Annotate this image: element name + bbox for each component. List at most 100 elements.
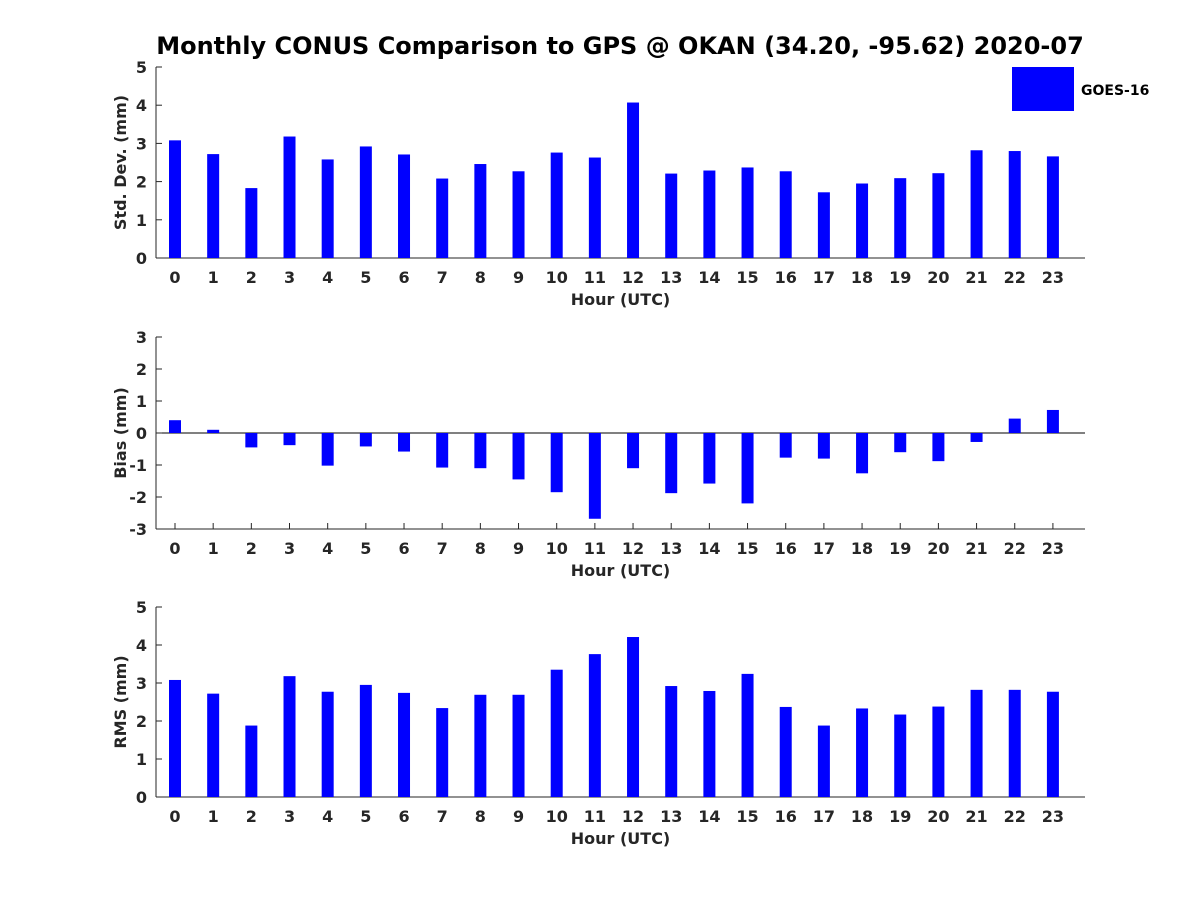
bar-std-dev-23 bbox=[1046, 156, 1059, 258]
bar-std-dev-8 bbox=[474, 164, 487, 258]
bar-std-dev-11 bbox=[588, 157, 601, 258]
x-tick-label: 6 bbox=[398, 539, 409, 558]
y-tick-label: -3 bbox=[129, 520, 147, 539]
x-tick-label: 2 bbox=[246, 268, 257, 287]
x-tick-label: 23 bbox=[1042, 807, 1064, 826]
x-tick-label: 9 bbox=[513, 539, 524, 558]
x-tick-label: 7 bbox=[437, 807, 448, 826]
bar-rms-14 bbox=[703, 690, 716, 797]
x-tick-label: 5 bbox=[360, 539, 371, 558]
bar-bias-14 bbox=[703, 433, 716, 484]
bar-std-dev-4 bbox=[321, 159, 334, 258]
y-tick-label: 1 bbox=[136, 750, 147, 769]
bar-rms-2 bbox=[245, 725, 258, 797]
y-tick-label: 0 bbox=[136, 249, 147, 268]
y-tick-label: 4 bbox=[136, 96, 147, 115]
bar-std-dev-5 bbox=[359, 146, 372, 258]
x-tick-label: 4 bbox=[322, 539, 333, 558]
y-axis-label: Bias (mm) bbox=[111, 387, 130, 479]
x-tick-label: 16 bbox=[775, 539, 797, 558]
x-tick-label: 7 bbox=[437, 268, 448, 287]
x-tick-label: 12 bbox=[622, 807, 644, 826]
bar-rms-19 bbox=[894, 714, 907, 797]
x-tick-label: 9 bbox=[513, 807, 524, 826]
bar-rms-5 bbox=[359, 684, 372, 797]
x-tick-label: 18 bbox=[851, 807, 873, 826]
bar-bias-18 bbox=[856, 433, 869, 474]
bar-rms-17 bbox=[817, 725, 830, 797]
x-tick-label: 23 bbox=[1042, 268, 1064, 287]
bar-rms-15 bbox=[741, 673, 754, 797]
x-tick-label: 0 bbox=[169, 539, 180, 558]
bar-bias-19 bbox=[894, 433, 907, 453]
bar-std-dev-22 bbox=[1008, 151, 1021, 258]
x-tick-label: 2 bbox=[246, 807, 257, 826]
x-tick-label: 16 bbox=[775, 807, 797, 826]
bar-std-dev-16 bbox=[779, 171, 792, 258]
x-tick-label: 22 bbox=[1004, 268, 1026, 287]
x-axis-label: Hour (UTC) bbox=[571, 290, 671, 309]
y-tick-label: -2 bbox=[129, 488, 147, 507]
bar-bias-12 bbox=[627, 433, 640, 469]
x-tick-label: 19 bbox=[889, 539, 911, 558]
bar-std-dev-1 bbox=[207, 154, 220, 258]
bar-rms-11 bbox=[588, 654, 601, 797]
bar-std-dev-20 bbox=[932, 173, 945, 258]
x-tick-label: 22 bbox=[1004, 807, 1026, 826]
x-tick-label: 21 bbox=[965, 807, 987, 826]
x-tick-label: 8 bbox=[475, 539, 486, 558]
y-tick-label: 3 bbox=[136, 328, 147, 347]
bar-std-dev-14 bbox=[703, 170, 716, 258]
x-tick-label: 11 bbox=[584, 807, 606, 826]
bar-rms-22 bbox=[1008, 689, 1021, 797]
x-tick-label: 12 bbox=[622, 539, 644, 558]
bar-rms-1 bbox=[207, 693, 220, 797]
x-tick-label: 6 bbox=[398, 268, 409, 287]
x-tick-label: 4 bbox=[322, 807, 333, 826]
bar-bias-16 bbox=[779, 433, 792, 458]
bar-rms-0 bbox=[169, 679, 181, 797]
x-tick-label: 20 bbox=[927, 268, 949, 287]
x-tick-label: 2 bbox=[246, 539, 257, 558]
x-tick-label: 17 bbox=[813, 268, 835, 287]
legend-label: GOES-16 bbox=[1081, 83, 1149, 99]
bar-std-dev-13 bbox=[665, 173, 678, 258]
y-tick-label: -1 bbox=[129, 456, 147, 475]
y-tick-label: 0 bbox=[136, 424, 147, 443]
x-tick-label: 14 bbox=[698, 539, 720, 558]
bar-rms-23 bbox=[1046, 691, 1059, 797]
bar-rms-4 bbox=[321, 691, 334, 797]
bar-bias-5 bbox=[359, 433, 372, 447]
bar-bias-22 bbox=[1008, 418, 1021, 433]
x-tick-label: 21 bbox=[965, 539, 987, 558]
bar-rms-8 bbox=[474, 694, 487, 797]
y-tick-label: 4 bbox=[136, 636, 147, 655]
y-axis-label: Std. Dev. (mm) bbox=[111, 95, 130, 230]
bar-std-dev-18 bbox=[856, 183, 869, 258]
x-tick-label: 7 bbox=[437, 539, 448, 558]
bar-rms-13 bbox=[665, 686, 678, 797]
x-tick-label: 12 bbox=[622, 268, 644, 287]
x-tick-label: 5 bbox=[360, 268, 371, 287]
bar-rms-7 bbox=[436, 708, 449, 797]
x-tick-label: 6 bbox=[398, 807, 409, 826]
x-tick-label: 5 bbox=[360, 807, 371, 826]
legend-swatch bbox=[1012, 67, 1074, 111]
bar-std-dev-12 bbox=[627, 102, 640, 258]
bar-std-dev-10 bbox=[550, 152, 563, 258]
x-tick-label: 0 bbox=[169, 268, 180, 287]
bar-std-dev-3 bbox=[283, 136, 296, 258]
x-tick-label: 18 bbox=[851, 539, 873, 558]
bar-bias-9 bbox=[512, 433, 525, 480]
x-tick-label: 11 bbox=[584, 539, 606, 558]
x-tick-label: 13 bbox=[660, 268, 682, 287]
x-tick-label: 20 bbox=[927, 807, 949, 826]
bar-rms-9 bbox=[512, 694, 525, 797]
bar-std-dev-9 bbox=[512, 171, 525, 258]
bar-rms-10 bbox=[550, 669, 563, 797]
bar-rms-21 bbox=[970, 689, 983, 797]
y-tick-label: 5 bbox=[136, 598, 147, 617]
bar-bias-10 bbox=[550, 433, 563, 493]
